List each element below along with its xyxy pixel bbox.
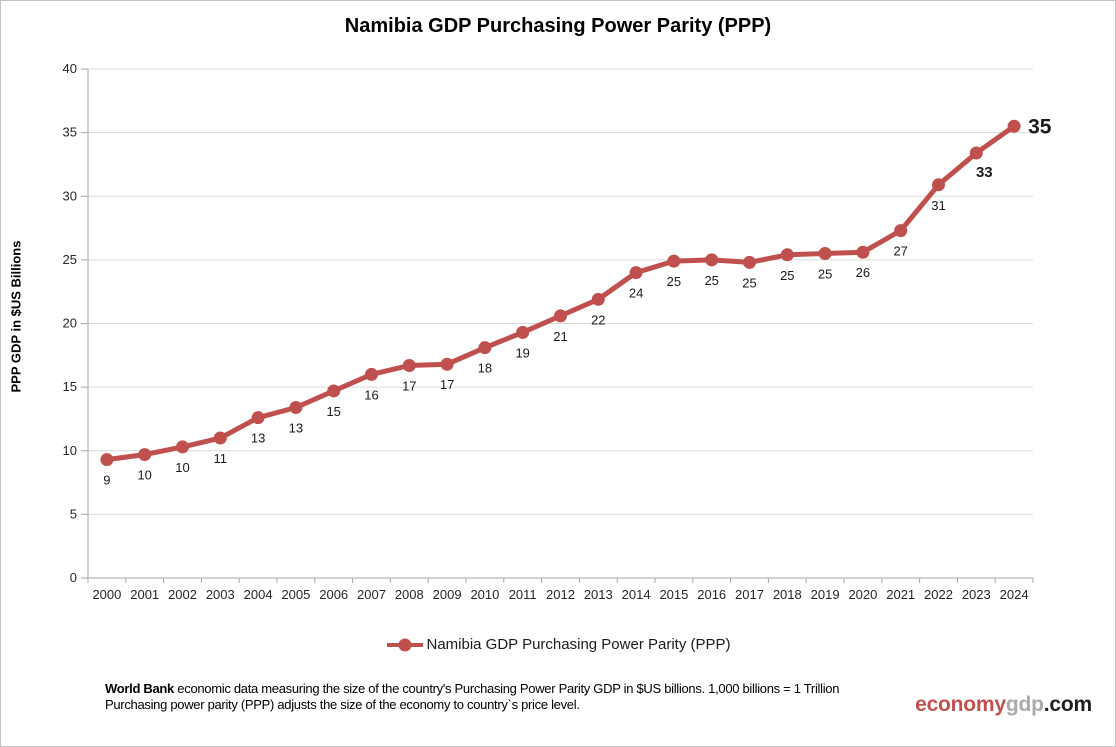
x-tick-label: 2001 — [130, 587, 159, 602]
data-point — [743, 255, 756, 269]
data-label: 25 — [742, 275, 756, 290]
x-tick-label: 2021 — [886, 587, 915, 602]
data-point — [478, 341, 492, 355]
data-label: 15 — [326, 404, 340, 419]
x-tick-label: 2013 — [584, 587, 613, 602]
data-point — [251, 411, 265, 425]
data-point — [176, 440, 189, 454]
data-label: 17 — [402, 378, 416, 393]
data-label: 25 — [667, 274, 681, 289]
x-tick-label: 2024 — [1000, 587, 1029, 602]
x-tick-label: 2022 — [924, 587, 953, 602]
x-tick-label: 2017 — [735, 587, 764, 602]
footer-source: World Bank — [105, 681, 174, 696]
watermark-gdp: gdp — [1005, 693, 1044, 716]
x-tick-label: 2015 — [659, 587, 688, 602]
data-label: 27 — [893, 244, 907, 259]
x-tick-label: 2008 — [395, 587, 424, 602]
data-point — [667, 254, 681, 268]
data-point — [591, 292, 605, 306]
data-point — [213, 431, 227, 445]
data-label: 18 — [478, 361, 492, 376]
x-tick-label: 2011 — [509, 587, 537, 602]
x-tick-label: 2005 — [281, 587, 310, 602]
data-point — [1007, 119, 1021, 133]
x-tick-label: 2023 — [962, 587, 991, 602]
data-label: 21 — [553, 329, 567, 344]
legend: Namibia GDP Purchasing Power Parity (PPP… — [1, 636, 1115, 653]
data-point — [969, 146, 983, 160]
data-point — [440, 357, 454, 371]
data-label: 16 — [364, 387, 378, 402]
legend-marker-icon — [386, 638, 423, 651]
x-tick-label: 2014 — [622, 587, 651, 602]
x-tick-label: 2002 — [168, 587, 197, 602]
y-tick-label: 20 — [63, 316, 77, 331]
data-point — [705, 253, 719, 267]
watermark: economygdp.com — [915, 693, 1092, 717]
watermark-economy: economy — [915, 693, 1006, 716]
data-point — [932, 178, 945, 192]
footer-line-2: Purchasing power parity (PPP) adjusts th… — [105, 697, 580, 712]
data-point — [894, 224, 908, 238]
x-tick-label: 2010 — [470, 587, 499, 602]
x-tick-label: 2004 — [244, 587, 273, 602]
y-tick-label: 40 — [63, 61, 77, 76]
data-label: 13 — [289, 420, 303, 435]
x-tick-label: 2003 — [206, 587, 235, 602]
data-point — [516, 325, 530, 339]
x-tick-label: 2009 — [433, 587, 462, 602]
data-label: 35 — [1028, 115, 1052, 138]
series-line — [104, 123, 1017, 463]
x-tick-label: 2012 — [546, 587, 575, 602]
watermark-com: .com — [1043, 693, 1092, 716]
x-tick-label: 2016 — [697, 587, 726, 602]
data-point — [629, 266, 643, 280]
data-label: 22 — [591, 312, 605, 327]
data-label: 26 — [856, 265, 870, 280]
x-tick-label: 2019 — [811, 587, 840, 602]
data-point — [327, 384, 341, 398]
x-tick-label: 2000 — [92, 587, 121, 602]
x-tick-label: 2020 — [848, 587, 877, 602]
x-tick-label: 2007 — [357, 587, 386, 602]
data-point — [554, 309, 567, 323]
data-label: 25 — [704, 273, 718, 288]
data-label: 25 — [818, 267, 832, 282]
data-label: 19 — [515, 345, 529, 360]
data-label: 10 — [175, 460, 189, 475]
chart-title: Namibia GDP Purchasing Power Parity (PPP… — [344, 15, 772, 37]
data-label: 11 — [214, 451, 228, 466]
x-tick-label: 2006 — [319, 587, 348, 602]
y-tick-label: 25 — [63, 252, 77, 267]
data-label: 31 — [931, 198, 945, 213]
data-label: 17 — [440, 377, 454, 392]
data-point — [100, 453, 114, 467]
data-point — [856, 245, 870, 259]
legend-label: Namibia GDP Purchasing Power Parity (PPP… — [426, 636, 731, 653]
x-tick-label: 2018 — [773, 587, 802, 602]
data-label: 24 — [629, 286, 643, 301]
footer-note: World Bank economic data measuring the s… — [105, 681, 1065, 713]
y-tick-label: 35 — [63, 125, 77, 140]
data-label: 10 — [137, 468, 151, 483]
data-point — [365, 367, 378, 381]
data-point — [818, 247, 832, 261]
footer-line-1: World Bank economic data measuring the s… — [105, 681, 840, 696]
data-label: 25 — [780, 268, 794, 283]
y-tick-label: 5 — [70, 506, 77, 521]
data-label: 33 — [976, 164, 993, 181]
y-tick-label: 15 — [63, 379, 77, 394]
data-point — [780, 248, 794, 262]
data-point — [402, 358, 416, 372]
data-label: 9 — [103, 473, 110, 488]
line-chart: 0 5 10 15 20 25 30 35 40 2000 2001 2002 2003 2004 2005… — [63, 61, 1052, 602]
data-point — [289, 400, 303, 414]
y-tick-label: 30 — [63, 188, 77, 203]
data-point — [138, 448, 152, 462]
y-tick-label: 10 — [63, 443, 77, 458]
y-tick-label: 0 — [70, 570, 77, 585]
data-label: 13 — [251, 431, 265, 446]
